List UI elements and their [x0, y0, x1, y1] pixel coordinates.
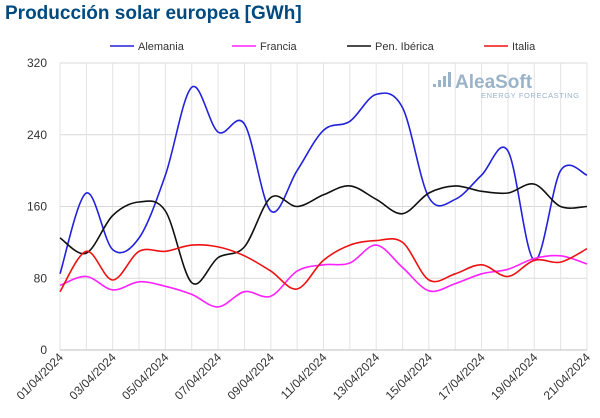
series-line-alemania — [59, 85, 588, 275]
x-tick-label: 21/04/2024 — [541, 350, 594, 403]
y-tick-label: 0 — [40, 343, 47, 357]
x-tick-label: 07/04/2024 — [172, 350, 225, 403]
x-tick-label: 03/04/2024 — [66, 350, 119, 403]
axes: 0 80 160 240 320 01/04/2024 03/04/2024 05/04/20… — [14, 56, 594, 403]
legend-label: Italia — [512, 41, 536, 53]
y-tick-label: 80 — [34, 271, 48, 285]
brand-logo-icon — [433, 72, 451, 87]
legend-label: Alemania — [138, 41, 185, 53]
grid — [59, 62, 588, 350]
x-tick-label: 05/04/2024 — [119, 350, 172, 403]
watermark: AleaSoft ENERGY FORECASTING — [433, 72, 580, 100]
x-tick-label: 19/04/2024 — [488, 350, 541, 403]
x-tick-label: 11/04/2024 — [278, 350, 330, 402]
x-tick-label: 15/04/2024 — [383, 350, 436, 403]
x-tick-label: 13/04/2024 — [330, 350, 383, 403]
x-tick-label: 09/04/2024 — [225, 350, 278, 403]
y-tick-label: 320 — [27, 56, 47, 70]
series-line-francia — [59, 244, 588, 308]
legend-label: Francia — [260, 41, 298, 53]
x-tick-label: 01/04/2024 — [14, 350, 67, 403]
brand-tagline: ENERGY FORECASTING — [481, 91, 580, 100]
legend-label: Pen. Ibérica — [375, 41, 435, 53]
legend: Alemania Francia Pen. Ibérica Italia — [110, 41, 536, 53]
chart-title: Producción solar europea [GWh] — [5, 3, 302, 24]
brand-name: AleaSoft — [455, 72, 533, 93]
series-lines — [59, 85, 588, 308]
x-tick-label: 17/04/2024 — [435, 350, 488, 403]
y-tick-label: 160 — [27, 200, 47, 214]
series-line-italia — [59, 237, 588, 293]
series-line-pen-ib-rica — [59, 182, 588, 285]
y-tick-label: 240 — [27, 128, 47, 142]
